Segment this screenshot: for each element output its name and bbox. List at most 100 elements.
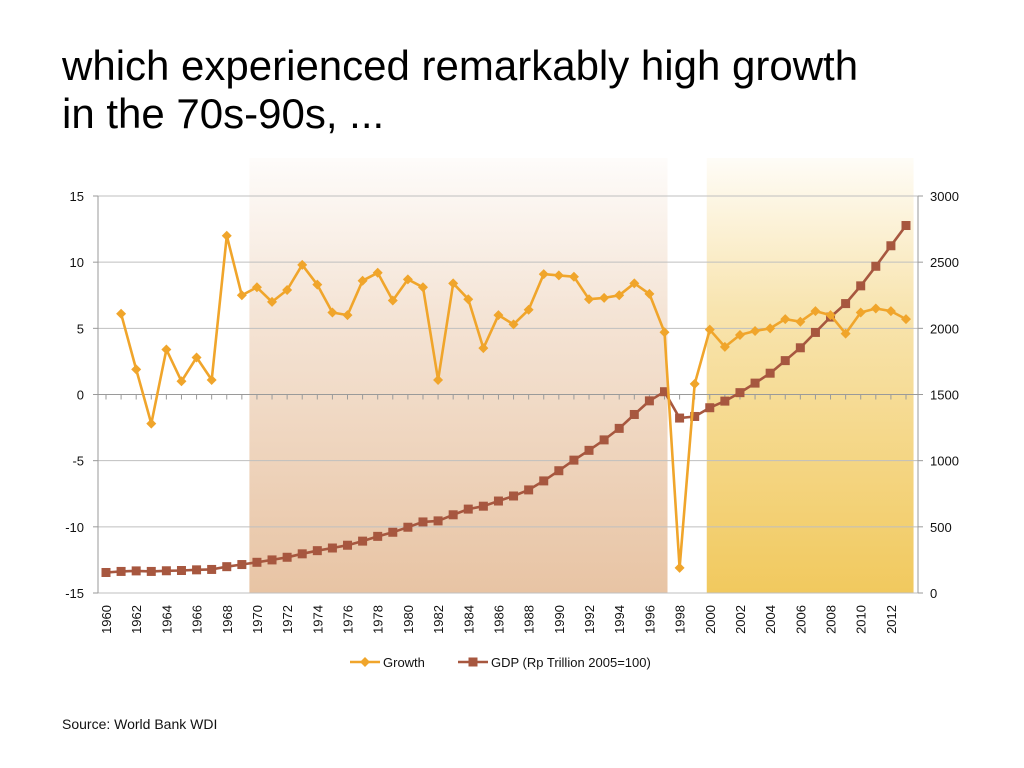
x-tick-label: 1962 [129,605,144,634]
growth-point [116,308,127,319]
x-tick-label: 1990 [552,605,567,634]
shaded-period [706,158,914,593]
growth-point [236,290,247,301]
gdp-point [373,531,383,541]
x-tick-label: 1970 [250,605,265,634]
gdp-point [358,536,368,546]
gdp-point [720,396,730,406]
gdp-point [343,540,353,550]
growth-point [750,325,761,336]
x-tick-label: 1996 [642,605,657,634]
gdp-point [871,261,881,271]
gdp-point [780,356,790,366]
x-tick-label: 2004 [763,605,778,634]
growth-point [433,374,444,385]
growth-point [402,274,413,285]
growth-point [568,271,579,282]
gdp-point [659,387,669,397]
x-tick-label: 2010 [854,605,869,634]
growth-point [221,230,232,241]
growth-point [523,304,534,315]
growth-point [161,344,172,355]
growth-point [704,324,715,335]
gdp-point [856,281,866,291]
growth-point [206,374,217,385]
left-tick-label: 0 [77,388,84,403]
gdp-point [282,552,292,562]
gdp-point [131,566,141,576]
x-tick-label: 1998 [673,605,688,634]
gdp-point [599,435,609,445]
gdp-point [554,466,564,476]
title-line-1: which experienced remarkably high growth [62,42,859,89]
growth-point [417,282,428,293]
gdp-point [569,455,579,465]
x-tick-label: 1986 [491,605,506,634]
gdp-point [388,527,398,537]
title-line-2: in the 70s-90s, ... [62,90,385,137]
gdp-point [841,299,851,309]
gdp-point [810,327,820,337]
x-tick-label: 1972 [280,605,295,634]
gdp-point [644,396,654,406]
gdp-point [629,409,639,419]
x-tick-label: 1994 [612,605,627,634]
growth-point [825,310,836,321]
gdp-point [750,378,760,388]
x-tick-label: 2008 [824,605,839,634]
growth-point [146,418,157,429]
gdp-point [524,485,534,495]
growth-point [689,378,700,389]
gdp-point [539,476,549,486]
growth-point [644,288,655,299]
x-tick-label: 1988 [522,605,537,634]
growth-point [357,275,368,286]
gdp-point [886,241,896,251]
right-tick-label: 500 [930,520,952,535]
growth-point [327,307,338,318]
right-tick-label: 3000 [930,189,959,204]
gdp-point [448,510,458,520]
gdp-point [705,403,715,413]
growth-point [553,270,564,281]
growth-point [176,376,187,387]
growth-point [659,327,670,338]
growth-point [840,328,851,339]
source-note: Source: World Bank WDI [62,716,218,732]
left-tick-label: -15 [65,586,84,601]
x-tick-label: 2006 [793,605,808,634]
legend-growth-label: Growth [383,655,425,670]
axes: 15 10 5 0 -5 -10 -15 3000 2500 2000 1500 1000 500 0 19… [65,189,959,634]
right-tick-label: 2000 [930,321,959,336]
growth-point [387,295,398,306]
growth-point [795,316,806,327]
shaded-periods [249,158,914,593]
x-tick-label: 1960 [99,605,114,634]
gdp-series [101,221,911,577]
gdp-point [222,562,232,572]
growth-point [538,269,549,280]
growth-point [131,364,142,375]
gdp-point [463,504,473,514]
gdp-point [735,388,745,398]
x-tick-label: 1968 [220,605,235,634]
gdp-point [267,555,277,565]
legend-gdp-marker [468,657,478,667]
right-tick-label: 1500 [930,388,959,403]
left-tick-label: 5 [77,321,84,336]
growth-point [599,292,610,303]
gdp-point [403,522,413,532]
x-tick-label: 1966 [190,605,205,634]
growth-point [734,329,745,340]
growth-point [448,278,459,289]
gdp-point [101,567,111,577]
left-tick-label: 15 [70,189,84,204]
growth-point [584,294,595,305]
x-tick-label: 2012 [884,605,899,634]
shaded-period [249,158,668,593]
gdp-point [433,516,443,526]
left-tick-label: -10 [65,520,84,535]
gdp-point [901,221,911,231]
growth-point [478,343,489,354]
x-tick-label: 2000 [703,605,718,634]
